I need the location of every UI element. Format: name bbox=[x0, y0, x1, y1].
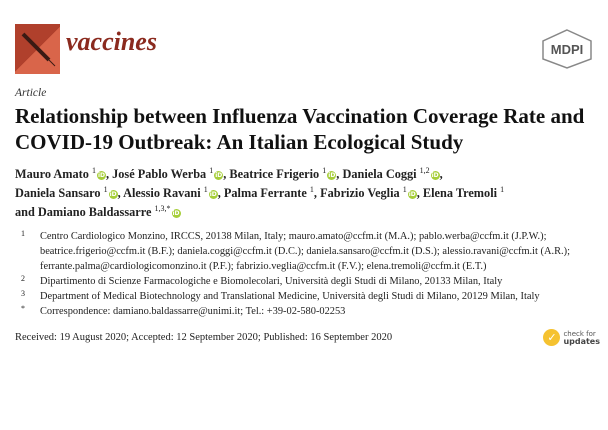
orcid-icon[interactable]: iD bbox=[327, 171, 337, 180]
affiliation-text: Centro Cardiologico Monzino, IRCCS, 2013… bbox=[40, 231, 570, 272]
affiliation-item: 3 Department of Medical Biotechnology and… bbox=[15, 289, 600, 304]
affiliation-item: * Correspondence: damiano.baldassarre@uni… bbox=[15, 304, 600, 319]
affiliation-number: 2 bbox=[21, 274, 25, 283]
author-affiliation-ref: 1 bbox=[209, 165, 214, 175]
affiliation-number: 1 bbox=[21, 229, 25, 238]
author-affiliation-ref: 1 bbox=[322, 165, 327, 175]
author: Palma Ferrante 1 bbox=[223, 184, 314, 200]
author-name: Beatrice Frigerio bbox=[229, 167, 320, 181]
check-updates-line1: check for bbox=[563, 329, 596, 338]
author: Beatrice Frigerio 1iD bbox=[229, 165, 337, 181]
author-name: Mauro Amato bbox=[15, 167, 89, 181]
author: José Pablo Werba 1iD bbox=[112, 165, 224, 181]
author-separator: , bbox=[217, 186, 224, 200]
author-name: Fabrizio Veglia bbox=[320, 186, 400, 200]
affiliation-text: Dipartimento di Scienze Farmacologiche e… bbox=[40, 276, 503, 287]
author-list: Mauro Amato 1iD, José Pablo Werba 1iD, B… bbox=[15, 165, 600, 222]
author-separator: , bbox=[313, 186, 321, 200]
affiliation-text: Department of Medical Biotechnology and … bbox=[40, 291, 540, 302]
orcid-icon[interactable]: iD bbox=[171, 209, 181, 218]
author: Fabrizio Veglia 1iD bbox=[320, 184, 417, 200]
author-affiliation-ref: 1 bbox=[500, 184, 505, 194]
journal-name: vaccines bbox=[66, 27, 157, 56]
affiliation-text: Correspondence: damiano.baldassarre@unim… bbox=[40, 306, 346, 317]
author-separator: , bbox=[336, 167, 343, 181]
checkmark-icon: ✓ bbox=[543, 329, 561, 346]
author-separator: , bbox=[223, 167, 230, 181]
author-separator: and bbox=[15, 205, 38, 219]
check-for-updates-button[interactable]: ✓ check for updates bbox=[543, 329, 600, 346]
author: Damiano Baldassarre 1,3,*iD bbox=[37, 203, 181, 219]
author-name: Elena Tremoli bbox=[422, 186, 498, 200]
author-separator: , bbox=[117, 186, 124, 200]
affiliations: 1 Centro Cardiologico Monzino, IRCCS, 201… bbox=[15, 229, 600, 319]
author-name: Alessio Ravani bbox=[123, 186, 201, 200]
author-name: José Pablo Werba bbox=[112, 167, 207, 181]
affiliation-number: * bbox=[21, 304, 25, 313]
orcid-icon[interactable]: iD bbox=[430, 171, 440, 180]
article-title: Relationship between Influenza Vaccinati… bbox=[15, 104, 585, 154]
orcid-icon[interactable]: iD bbox=[214, 171, 224, 180]
syringe-icon bbox=[15, 24, 60, 74]
mdpi-logo[interactable]: MDPI bbox=[541, 29, 593, 69]
affiliation-number: 3 bbox=[21, 289, 25, 298]
orcid-icon[interactable]: iD bbox=[96, 171, 106, 180]
author: Mauro Amato 1iD bbox=[15, 165, 106, 181]
author-name: Palma Ferrante bbox=[223, 186, 307, 200]
author: Daniela Sansaro 1iD bbox=[15, 184, 118, 200]
author-affiliation-ref: 1,3,* bbox=[154, 203, 171, 213]
author-separator: , bbox=[439, 167, 443, 181]
author-separator: , bbox=[105, 167, 113, 181]
check-updates-line2: updates bbox=[563, 336, 600, 346]
orcid-icon[interactable]: iD bbox=[108, 190, 118, 199]
dates-row: Received: 19 August 2020; Accepted: 12 S… bbox=[15, 329, 600, 346]
article-type: Article bbox=[15, 87, 47, 99]
author-affiliation-ref: 1 bbox=[203, 184, 208, 194]
author-affiliation-ref: 1 bbox=[402, 184, 407, 194]
author-affiliation-ref: 1,2 bbox=[419, 165, 430, 175]
author-name: Damiano Baldassarre bbox=[37, 205, 152, 219]
affiliation-item: 2 Dipartimento di Scienze Farmacologiche … bbox=[15, 274, 600, 289]
author-affiliation-ref: 1 bbox=[309, 184, 314, 194]
orcid-icon[interactable]: iD bbox=[208, 190, 218, 199]
mdpi-logo-text: MDPI bbox=[551, 42, 584, 57]
orcid-icon[interactable]: iD bbox=[407, 190, 417, 199]
author-affiliation-ref: 1 bbox=[91, 165, 96, 175]
author: Daniela Coggi 1,2iD bbox=[342, 165, 440, 181]
author-name: Daniela Sansaro bbox=[15, 186, 101, 200]
author-affiliation-ref: 1 bbox=[103, 184, 108, 194]
author-name: Daniela Coggi bbox=[342, 167, 417, 181]
article-body: Article Relationship between Influenza V… bbox=[15, 87, 600, 346]
publication-dates: Received: 19 August 2020; Accepted: 12 S… bbox=[15, 332, 393, 343]
author: Elena Tremoli 1 bbox=[422, 184, 505, 200]
affiliation-item: 1 Centro Cardiologico Monzino, IRCCS, 201… bbox=[15, 229, 600, 274]
author: Alessio Ravani 1iD bbox=[123, 184, 218, 200]
author-separator: , bbox=[416, 186, 423, 200]
